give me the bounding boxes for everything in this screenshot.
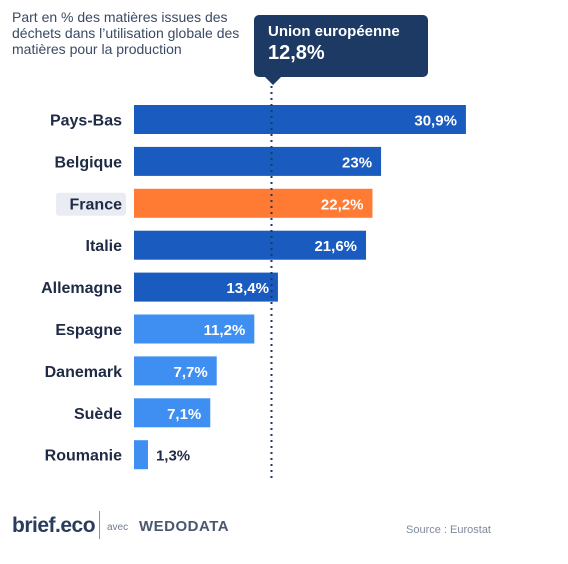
value-label: 11,2% bbox=[204, 322, 246, 339]
bar bbox=[134, 440, 148, 470]
value-label: 30,9% bbox=[414, 113, 457, 130]
category-label: France bbox=[70, 196, 123, 213]
eu-average-callout: Union européenne 12,8% bbox=[254, 15, 428, 85]
bar bbox=[134, 230, 367, 260]
brief-eco-logo: brief.eco bbox=[12, 514, 96, 537]
footer-with-text: avec bbox=[107, 522, 129, 533]
category-label: Belgique bbox=[54, 154, 122, 171]
value-label: 22,2% bbox=[321, 196, 364, 213]
footer-divider bbox=[99, 511, 100, 539]
eu-average-label: Union européenne bbox=[268, 23, 400, 40]
source-note: Source : Eurostat bbox=[406, 524, 491, 536]
category-highlight-bg bbox=[56, 192, 126, 216]
category-label: Italie bbox=[86, 238, 123, 255]
category-label: Danemark bbox=[45, 364, 122, 381]
bar bbox=[134, 314, 255, 344]
bar bbox=[134, 105, 466, 134]
category-label: Espagne bbox=[55, 322, 122, 339]
category-label: Suède bbox=[74, 406, 122, 423]
bar bbox=[134, 146, 382, 176]
bar bbox=[134, 398, 211, 428]
bar bbox=[134, 272, 278, 302]
category-label: Roumanie bbox=[45, 448, 122, 465]
value-label: 23% bbox=[342, 154, 372, 171]
eu-average-value: 12,8% bbox=[268, 42, 325, 64]
wedodata-logo: WEDODATA bbox=[139, 518, 230, 535]
bar bbox=[134, 188, 373, 218]
value-label: 7,7% bbox=[174, 364, 208, 381]
value-label: 21,6% bbox=[314, 238, 357, 255]
bar bbox=[134, 356, 217, 386]
value-label: 13,4% bbox=[226, 280, 269, 297]
category-label: Allemagne bbox=[41, 280, 122, 297]
category-label: Pays-Bas bbox=[50, 113, 122, 130]
value-label: 1,3% bbox=[156, 448, 190, 465]
value-label: 7,1% bbox=[167, 406, 201, 423]
chart-subtitle: Part en % des matières issues des déchet… bbox=[12, 9, 240, 57]
